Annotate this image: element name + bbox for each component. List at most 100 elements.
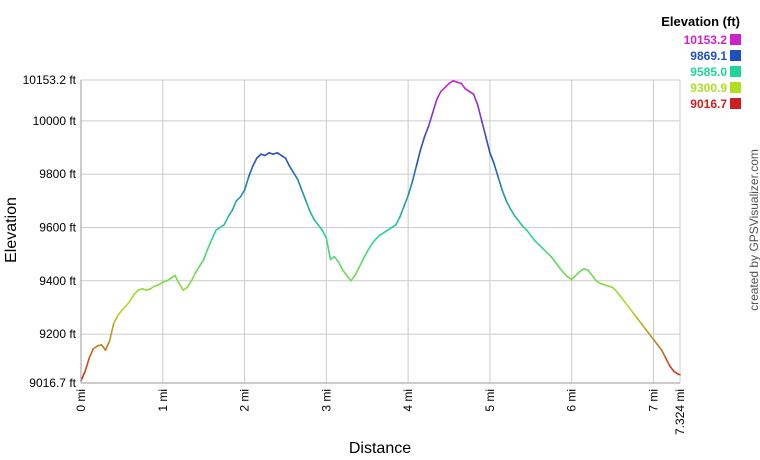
elevation-segment [178,282,185,291]
legend-swatch [730,50,741,61]
elevation-segment [341,269,348,277]
elevation-segment [636,317,643,325]
elevation-segment [656,343,663,351]
elevation-segment [669,365,675,373]
elevation-segment [615,290,622,298]
elevation-segment [100,343,107,351]
elevation-segment [337,261,344,271]
elevation-segment [202,248,209,261]
elevation-segment [632,312,638,319]
elevation-segment [640,322,647,330]
elevation-segment [579,268,585,273]
elevation-segment [243,176,250,191]
elevation-segment [190,272,197,282]
elevation-segment [251,157,258,167]
legend-entry-label: 9585.0 [690,65,727,79]
legend-swatch [730,82,741,93]
elevation-segment [309,210,315,221]
y-tick-label: 9200 ft [39,327,76,341]
elevation-segment [468,90,475,95]
legend-swatch [730,98,741,109]
elevation-segment [660,349,667,359]
elevation-segment [219,224,225,229]
elevation-segment [370,238,377,246]
elevation-segment [624,301,630,309]
elevation-segment [198,258,205,267]
elevation-segment [129,293,135,302]
elevation-segment [562,272,569,278]
elevation-segment [435,90,442,101]
elevation-segment [497,176,503,191]
elevation-segment [419,136,426,151]
elevation-segment [489,152,495,165]
elevation-segment [664,357,671,367]
elevation-segment [215,226,221,231]
elevation-segment [329,256,336,261]
elevation-segment [485,136,491,154]
elevation-segment [325,237,332,261]
elevation-segment [619,296,626,303]
elevation-segment [157,281,164,286]
elevation-segment [382,229,389,234]
elevation-segment [440,86,446,93]
elevation-segment [644,327,651,335]
elevation-segment [403,194,409,207]
elevation-segment [301,189,307,202]
elevation-segment [133,289,140,295]
legend-swatch [730,34,741,45]
elevation-segment [554,261,561,269]
elevation-segment [305,200,311,213]
elevation-segment [211,229,217,241]
y-axis-title: Elevation [3,197,20,263]
elevation-segment [652,338,659,346]
elevation-segment [125,300,131,307]
legend-entry-label: 9869.1 [690,49,727,63]
elevation-segment [611,286,618,293]
elevation-segment [288,165,295,174]
elevation-segment [411,165,418,183]
elevation-segment [673,370,679,375]
elevation-segment [374,234,381,241]
elevation-segment [386,226,393,231]
elevation-segment [395,216,401,226]
elevation-segment [92,345,99,350]
elevation-segment [149,285,156,290]
elevation-segment [276,152,283,157]
elevation-segment [358,258,364,269]
elevation-segment [223,216,230,226]
elevation-segment [575,270,581,277]
elevation-segment [108,322,115,342]
elevation-segment [570,274,577,281]
elevation-segment [501,189,508,202]
elevation-segment [350,274,356,282]
elevation-segment [415,149,422,167]
grid [80,79,681,384]
elevation-segment [84,357,90,373]
elevation-segment [476,104,483,122]
elevation-segment [521,225,528,231]
elevation-segment [333,256,340,263]
elevation-segment [280,154,287,159]
elevation-segment [296,178,303,191]
elevation-segment [292,172,299,181]
elevation-segment [530,234,536,242]
elevation-segment [550,256,557,263]
elevation-segment [431,98,438,114]
elevation-segment [472,93,479,106]
elevation-segment [460,82,467,90]
elevation-segment [182,286,189,291]
elevation-segment [206,238,213,250]
elevation-segment [534,240,540,246]
elevation-segment [509,208,516,217]
elevation-segment [166,277,172,282]
elevation-segment [321,229,328,239]
elevation-segment [346,274,352,282]
elevation-segment [464,88,471,93]
x-tick-label: 1 mi [156,389,170,412]
elevation-segment [121,305,127,311]
x-tick-label: 7 mi [647,389,661,412]
y-tick-label: 9800 ft [39,167,76,181]
legend-entry-label: 9300.9 [690,81,727,95]
elevation-segment [239,189,246,198]
elevation-segment [558,266,565,274]
